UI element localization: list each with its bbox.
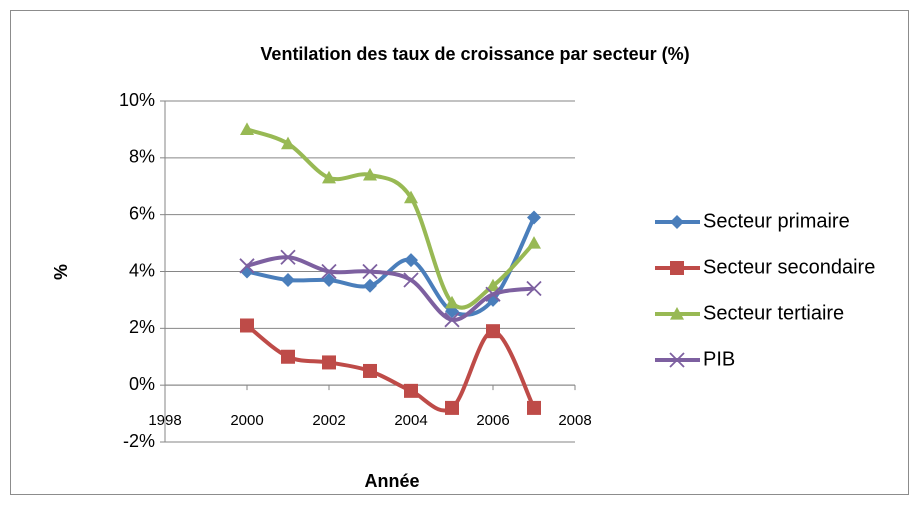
data-point [280, 249, 296, 265]
data-point [240, 264, 254, 279]
x-tick-label: 2002 [312, 412, 345, 429]
data-point [404, 253, 418, 268]
y-tick-label: 2% [129, 317, 155, 337]
y-axis-label: % [51, 264, 71, 280]
data-point [527, 236, 541, 249]
data-point [404, 383, 418, 398]
data-point [485, 286, 501, 302]
chart-title: Ventilation des taux de croissance par s… [260, 44, 689, 64]
series-line [246, 255, 535, 322]
data-point [444, 312, 460, 328]
data-point [239, 258, 255, 274]
data-point [445, 295, 459, 309]
legend-marker [670, 261, 684, 275]
legend-marker [670, 215, 684, 229]
y-tick-label: 10% [119, 90, 155, 110]
data-point [403, 272, 419, 288]
data-point [404, 190, 418, 204]
y-tick-label: 8% [129, 147, 155, 167]
legend-label: Secteur secondaire [703, 256, 875, 278]
data-point [322, 170, 336, 184]
chart-border [10, 10, 909, 495]
y-tick-label: -2% [123, 431, 155, 451]
legend-marker [670, 307, 684, 320]
data-point [281, 136, 295, 150]
x-tick-label: 2004 [394, 412, 427, 429]
data-point [486, 278, 500, 292]
legend-label: PIB [703, 348, 735, 370]
x-tick-label: 1998 [148, 412, 181, 429]
y-tick-label: 0% [129, 374, 155, 394]
data-point [486, 324, 500, 339]
data-point [527, 210, 541, 225]
data-point [363, 167, 377, 181]
data-point [363, 278, 377, 293]
data-point [281, 349, 295, 364]
data-point [445, 400, 459, 415]
data-point [321, 263, 337, 280]
data-point [527, 400, 541, 415]
x-tick-label: 2006 [476, 412, 509, 429]
data-point [281, 273, 295, 288]
x-axis-label: Année [364, 471, 419, 491]
x-tick-label: 2008 [558, 412, 591, 429]
legend-label: Secteur primaire [703, 210, 850, 232]
x-tick-label: 2000 [230, 412, 263, 429]
data-point [363, 363, 377, 378]
y-tick-label: 6% [129, 203, 155, 223]
data-point [322, 273, 336, 288]
legend-marker [669, 352, 685, 368]
legend-label: Secteur tertiaire [703, 302, 844, 324]
y-tick-label: 4% [129, 260, 155, 280]
data-point [362, 263, 378, 280]
data-point [526, 280, 542, 297]
data-point [240, 318, 254, 333]
data-point [240, 122, 254, 136]
data-point [322, 355, 336, 370]
